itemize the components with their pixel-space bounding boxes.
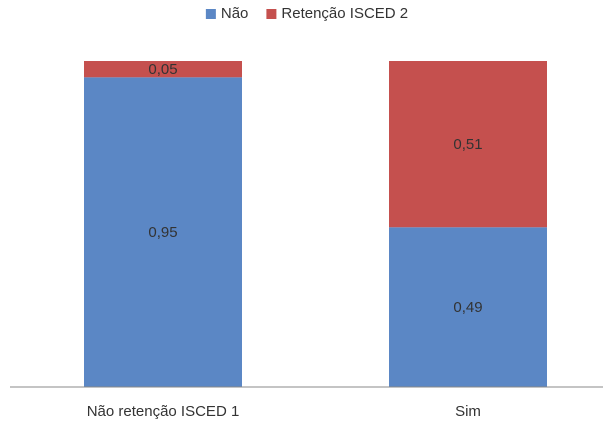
legend-label: Retenção ISCED 2 bbox=[281, 5, 408, 22]
legend: Não Retenção ISCED 2 bbox=[205, 5, 408, 22]
legend-swatch bbox=[205, 9, 216, 19]
data-label: 0,05 bbox=[148, 61, 177, 78]
bar-segment bbox=[84, 61, 242, 78]
data-label: 0,49 bbox=[453, 299, 482, 316]
x-axis-tick-labels: Não retenção ISCED 1 Sim bbox=[87, 403, 481, 420]
legend-label: Não bbox=[221, 5, 249, 22]
data-label: 0,51 bbox=[453, 136, 482, 153]
legend-item: Não bbox=[205, 5, 249, 22]
data-label: 0,95 bbox=[148, 224, 177, 241]
data-labels: 0,95 0,05 0,49 0,51 bbox=[148, 61, 482, 316]
legend-item: Retenção ISCED 2 bbox=[266, 5, 408, 22]
legend-swatch bbox=[266, 9, 277, 19]
bar-segment bbox=[84, 77, 242, 388]
x-tick-label: Sim bbox=[455, 403, 481, 420]
bar-segment bbox=[389, 227, 547, 387]
bars bbox=[84, 61, 547, 388]
bar-segment bbox=[389, 61, 547, 228]
x-tick-label: Não retenção ISCED 1 bbox=[87, 403, 240, 420]
